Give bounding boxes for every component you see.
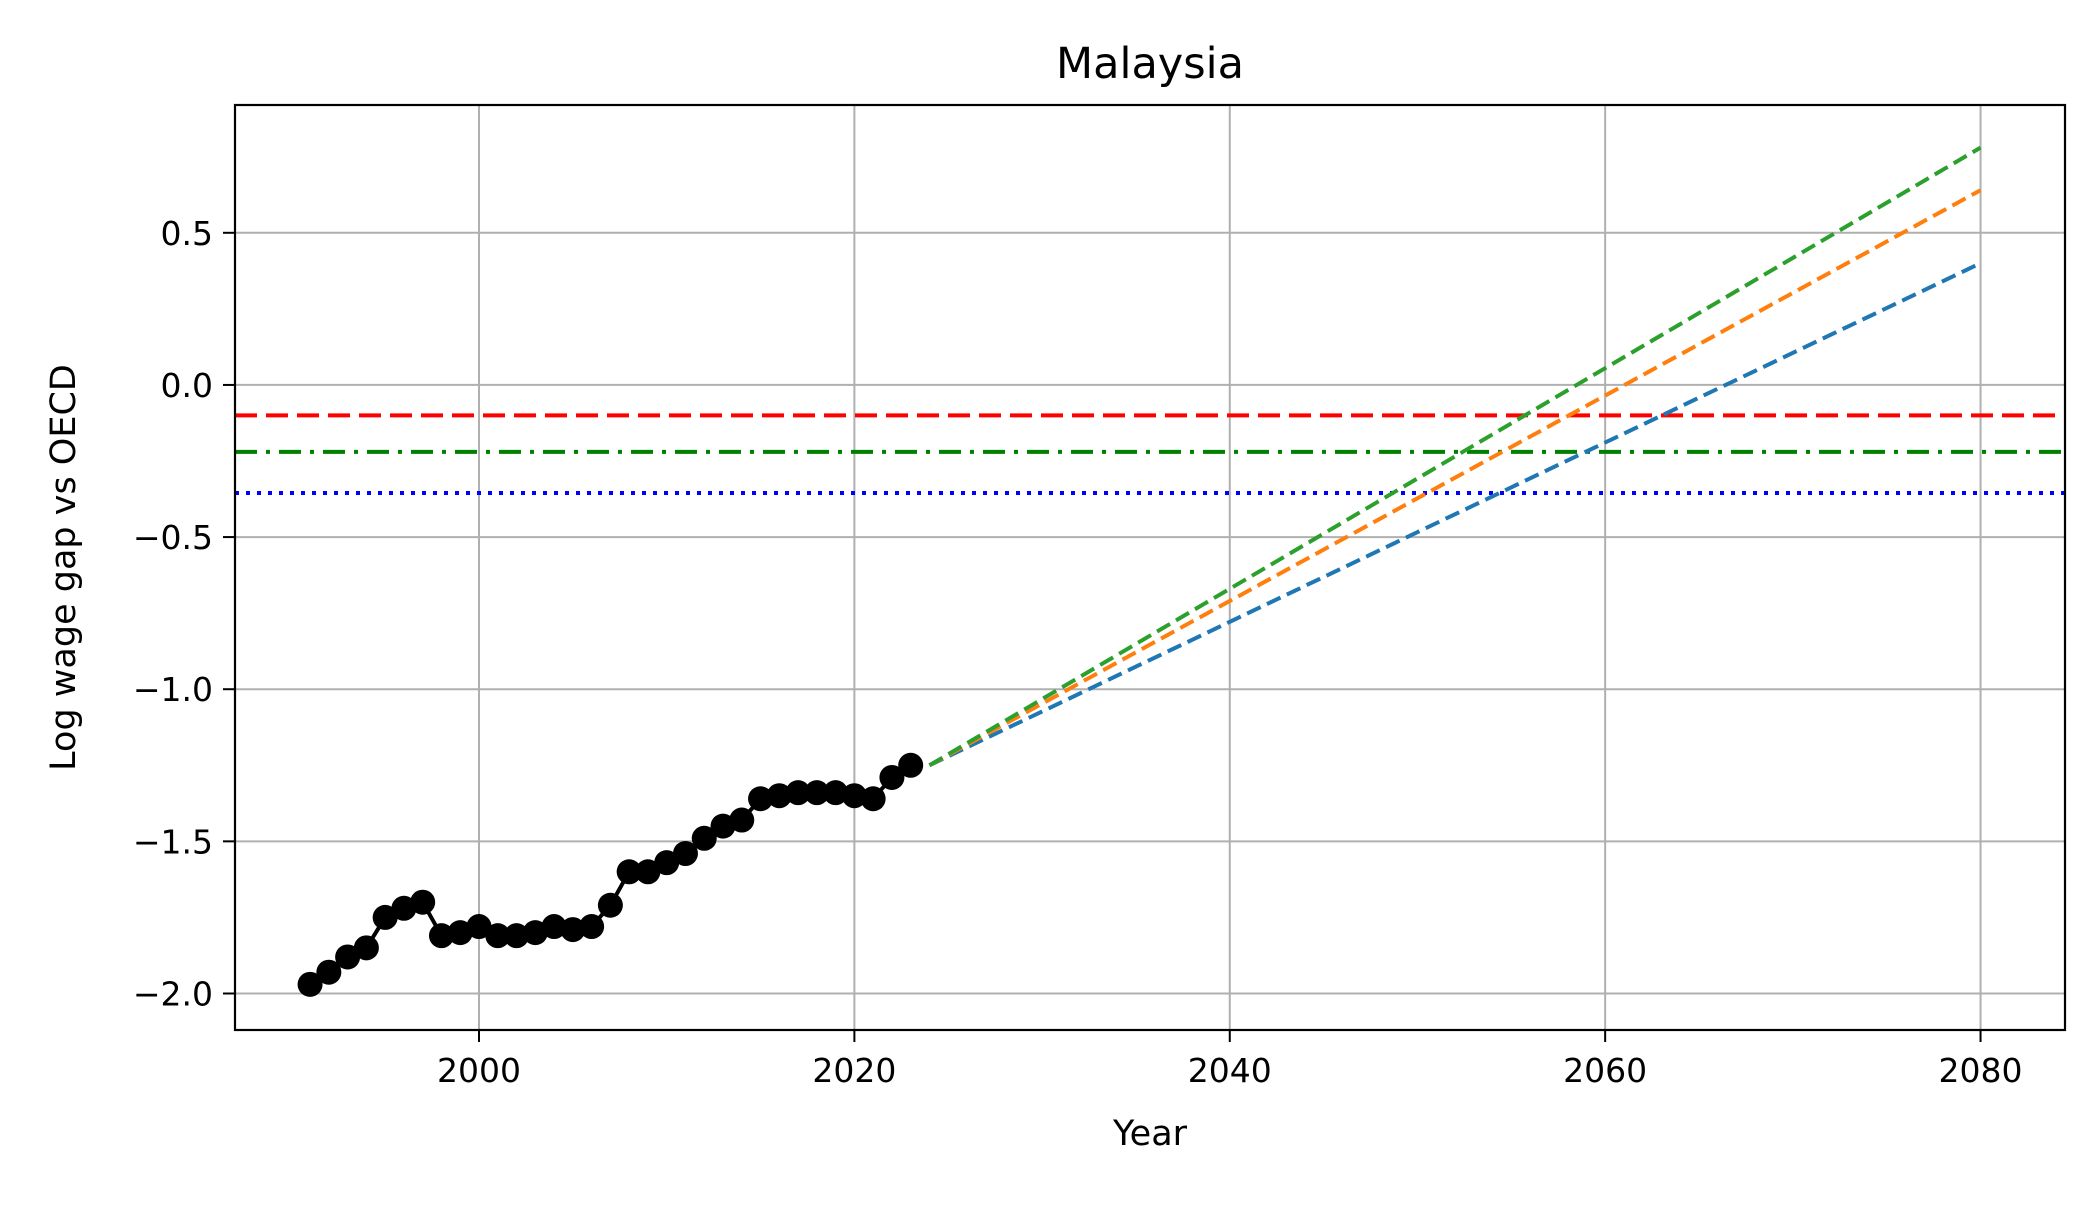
historical-point bbox=[316, 959, 342, 985]
historical-point bbox=[804, 780, 830, 806]
historical-point bbox=[654, 850, 680, 876]
historical-point bbox=[372, 904, 398, 930]
historical-point bbox=[391, 895, 417, 921]
historical-point bbox=[597, 892, 623, 918]
historical-point bbox=[297, 971, 323, 997]
historical-point bbox=[785, 780, 811, 806]
historical-point bbox=[541, 914, 567, 940]
historical-point bbox=[560, 917, 586, 943]
projection-line bbox=[928, 261, 1982, 768]
x-tick-label: 2040 bbox=[1188, 1051, 1272, 1090]
x-tick-label: 2080 bbox=[1939, 1051, 2023, 1090]
x-tick-label: 2060 bbox=[1563, 1051, 1647, 1090]
x-axis-label: Year bbox=[1112, 1114, 1188, 1154]
historical-point bbox=[447, 920, 473, 946]
projection-line bbox=[928, 145, 1982, 768]
historical-point bbox=[766, 783, 792, 809]
historical-point bbox=[748, 786, 774, 812]
historical-point bbox=[879, 764, 905, 790]
chart-title: Malaysia bbox=[1056, 39, 1244, 89]
historical-series bbox=[297, 752, 924, 997]
historical-point bbox=[898, 752, 924, 778]
grid-lines bbox=[235, 105, 2065, 1030]
historical-point bbox=[428, 923, 454, 949]
projection-lines bbox=[928, 145, 1982, 768]
y-tick-label: −2.0 bbox=[133, 974, 213, 1013]
y-tick-label: 0.5 bbox=[161, 214, 213, 253]
y-axis-label: Log wage gap vs OECD bbox=[44, 364, 84, 771]
plot-frame bbox=[233, 103, 2067, 1032]
historical-point bbox=[710, 813, 736, 839]
historical-point bbox=[860, 786, 886, 812]
y-tick-label: −1.5 bbox=[133, 822, 213, 861]
x-tick-label: 2000 bbox=[437, 1051, 521, 1090]
historical-point bbox=[579, 914, 605, 940]
historical-point bbox=[729, 807, 755, 833]
historical-point bbox=[504, 923, 530, 949]
x-tick-label: 2020 bbox=[812, 1051, 896, 1090]
historical-point bbox=[522, 920, 548, 946]
y-tick-label: 0.0 bbox=[161, 366, 213, 405]
historical-point bbox=[823, 780, 849, 806]
y-tick-label: −1.0 bbox=[133, 670, 213, 709]
historical-point bbox=[635, 859, 661, 885]
historical-point bbox=[841, 783, 867, 809]
axis-ticks: 2000 2020 2040 2060 2080 0.5 0.0 −0.5 −1.0 −1.5 −2… bbox=[133, 214, 2023, 1090]
reference-lines bbox=[235, 413, 2065, 495]
historical-point bbox=[353, 935, 379, 961]
y-tick-label: −0.5 bbox=[133, 518, 213, 557]
historical-point bbox=[410, 889, 436, 915]
projection-line bbox=[928, 188, 1982, 768]
historical-point bbox=[335, 944, 361, 970]
historical-point bbox=[466, 914, 492, 940]
historical-point bbox=[485, 923, 511, 949]
historical-point bbox=[616, 859, 642, 885]
historical-point bbox=[672, 841, 698, 867]
historical-point bbox=[691, 825, 717, 851]
